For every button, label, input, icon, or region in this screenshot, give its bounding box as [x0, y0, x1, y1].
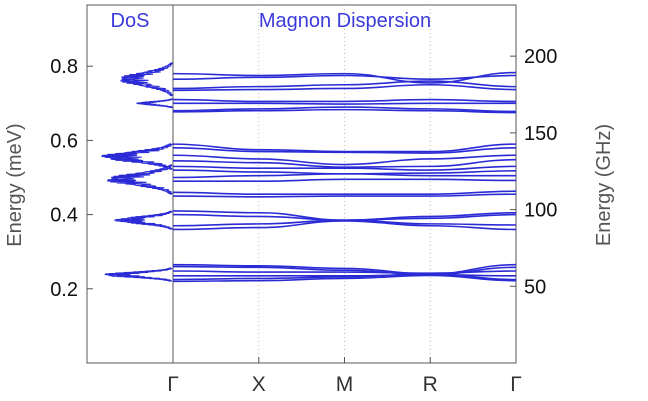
x-tick-label: M — [336, 373, 354, 396]
dos-peak-5 — [114, 210, 172, 230]
right-tick-label: 200 — [524, 46, 557, 68]
band-13 — [172, 165, 517, 171]
dos-peak-trace-6 — [116, 267, 173, 282]
right-axis-label: Energy (GHz) — [593, 124, 615, 246]
left-tick-label: 0.2 — [50, 279, 78, 301]
band-5 — [172, 98, 517, 103]
band-11 — [172, 154, 517, 166]
band-1 — [172, 71, 517, 84]
band-2 — [172, 74, 517, 81]
dos-peak-trace-2 — [143, 98, 173, 109]
dispersion-panel — [172, 71, 517, 283]
right-tick-label: 100 — [524, 200, 557, 222]
band-27 — [172, 273, 517, 281]
dos-peak-trace-3 — [111, 143, 173, 171]
band-4 — [172, 83, 517, 92]
axis-ticks: Γ X M R Γ 0.2 0.4 0.6 0.8 50 100 150 200 — [50, 46, 557, 396]
band-7 — [172, 106, 517, 113]
left-axis-label: Energy (meV) — [4, 123, 26, 246]
x-tick-label: Γ — [167, 373, 179, 396]
band-12 — [172, 158, 517, 168]
vertical-gridlines — [258, 5, 431, 363]
plot-frame — [86, 4, 517, 364]
dos-peak-trace-1 — [125, 62, 173, 96]
left-tick-label: 0.6 — [50, 130, 78, 152]
dos-panel — [101, 62, 173, 282]
dos-peak-trace-4 — [115, 164, 173, 195]
band-8 — [172, 108, 517, 114]
band-10 — [172, 147, 517, 154]
band-25 — [172, 270, 517, 275]
x-tick-label: Γ — [510, 373, 522, 396]
band-17 — [172, 190, 517, 196]
band-3 — [172, 80, 517, 90]
band-28 — [172, 274, 517, 283]
band-15 — [172, 172, 516, 179]
band-22 — [172, 220, 517, 231]
right-tick-label: 50 — [524, 276, 546, 298]
right-tick-label: 150 — [524, 123, 557, 145]
x-tick-label: X — [252, 373, 266, 396]
band-18 — [172, 193, 517, 198]
dispersion-title: Magnon Dispersion — [259, 10, 431, 32]
dos-peak-trace-5 — [124, 210, 173, 230]
left-tick-label: 0.4 — [50, 205, 78, 227]
band-16 — [172, 178, 517, 183]
dos-title: DoS — [111, 10, 150, 32]
band-6 — [173, 102, 516, 105]
left-tick-label: 0.8 — [50, 56, 78, 78]
x-tick-label: R — [423, 373, 438, 396]
